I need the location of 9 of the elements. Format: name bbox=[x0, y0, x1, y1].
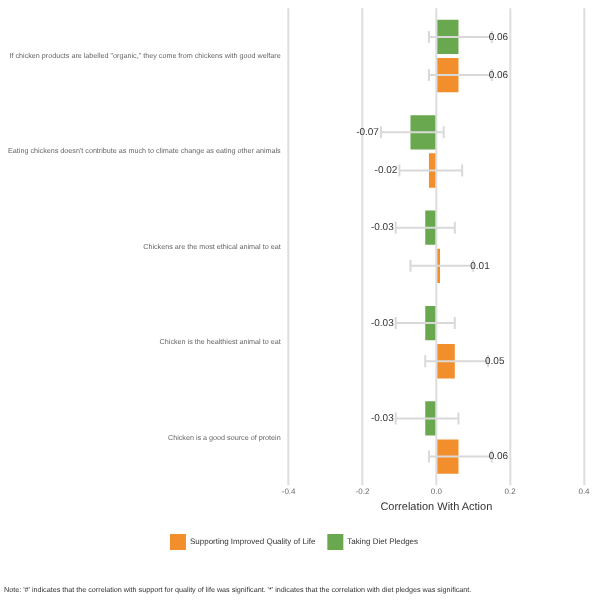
bar bbox=[437, 57, 459, 93]
bar bbox=[425, 210, 436, 245]
bar bbox=[410, 115, 436, 150]
bar bbox=[425, 305, 436, 341]
bar bbox=[437, 19, 459, 55]
bar bbox=[428, 153, 436, 188]
bar bbox=[425, 401, 436, 436]
bar bbox=[437, 439, 459, 474]
bar bbox=[437, 344, 455, 379]
